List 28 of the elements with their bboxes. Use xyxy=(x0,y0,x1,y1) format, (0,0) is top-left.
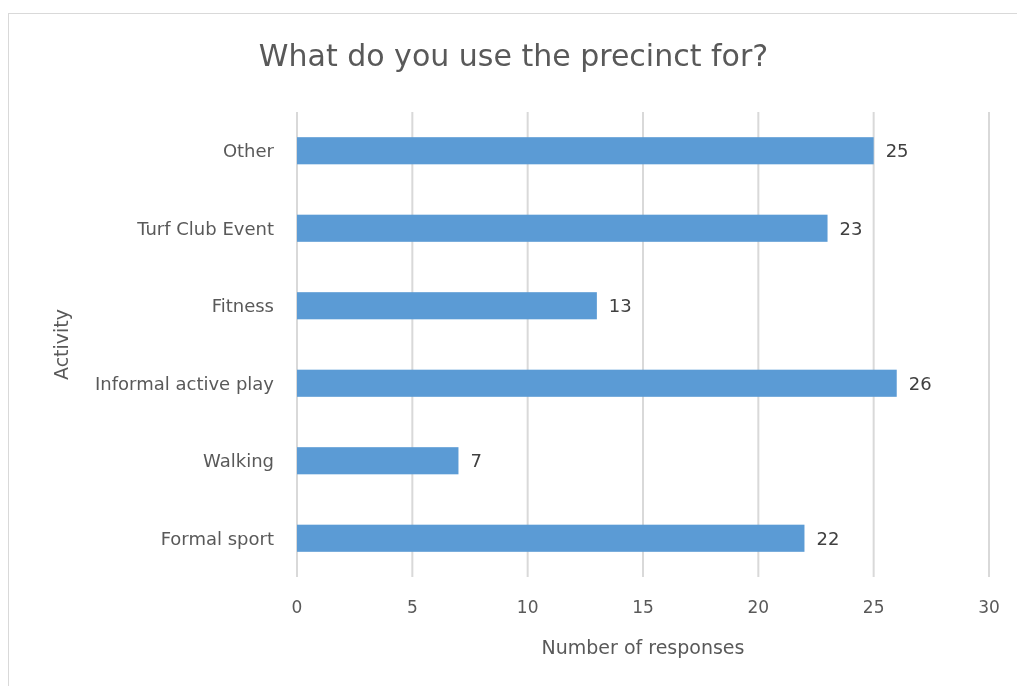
x-tick-label: 5 xyxy=(406,596,418,617)
bar xyxy=(297,369,897,397)
y-axis-title: Activity xyxy=(49,308,72,381)
bar xyxy=(297,447,459,475)
bar xyxy=(297,292,597,320)
y-tick-label: Walking xyxy=(203,450,274,472)
data-label: 22 xyxy=(816,527,840,549)
y-tick-label: Formal sport xyxy=(160,527,274,549)
data-label: 26 xyxy=(908,372,932,394)
bar xyxy=(297,524,805,552)
x-tick-label: 25 xyxy=(862,596,885,617)
x-tick-label: 20 xyxy=(747,596,770,617)
bar xyxy=(297,137,874,165)
y-tick-label: Informal active play xyxy=(95,372,275,394)
x-tick-label: 15 xyxy=(632,596,654,617)
y-tick-label: Other xyxy=(222,140,275,162)
data-label: 25 xyxy=(885,140,909,162)
data-label: 13 xyxy=(608,295,632,317)
bar xyxy=(297,214,828,242)
x-tick-label: 10 xyxy=(516,596,539,617)
chart-title: What do you use the precinct for? xyxy=(258,37,769,73)
x-tick-label: 30 xyxy=(978,596,1000,617)
x-axis-title: Number of responses xyxy=(541,635,745,658)
data-label: 23 xyxy=(839,217,863,239)
y-tick-label: Fitness xyxy=(211,295,274,317)
y-tick-label: Turf Club Event xyxy=(136,217,274,239)
x-tick-label: 0 xyxy=(291,596,303,617)
data-label: 7 xyxy=(470,450,482,472)
